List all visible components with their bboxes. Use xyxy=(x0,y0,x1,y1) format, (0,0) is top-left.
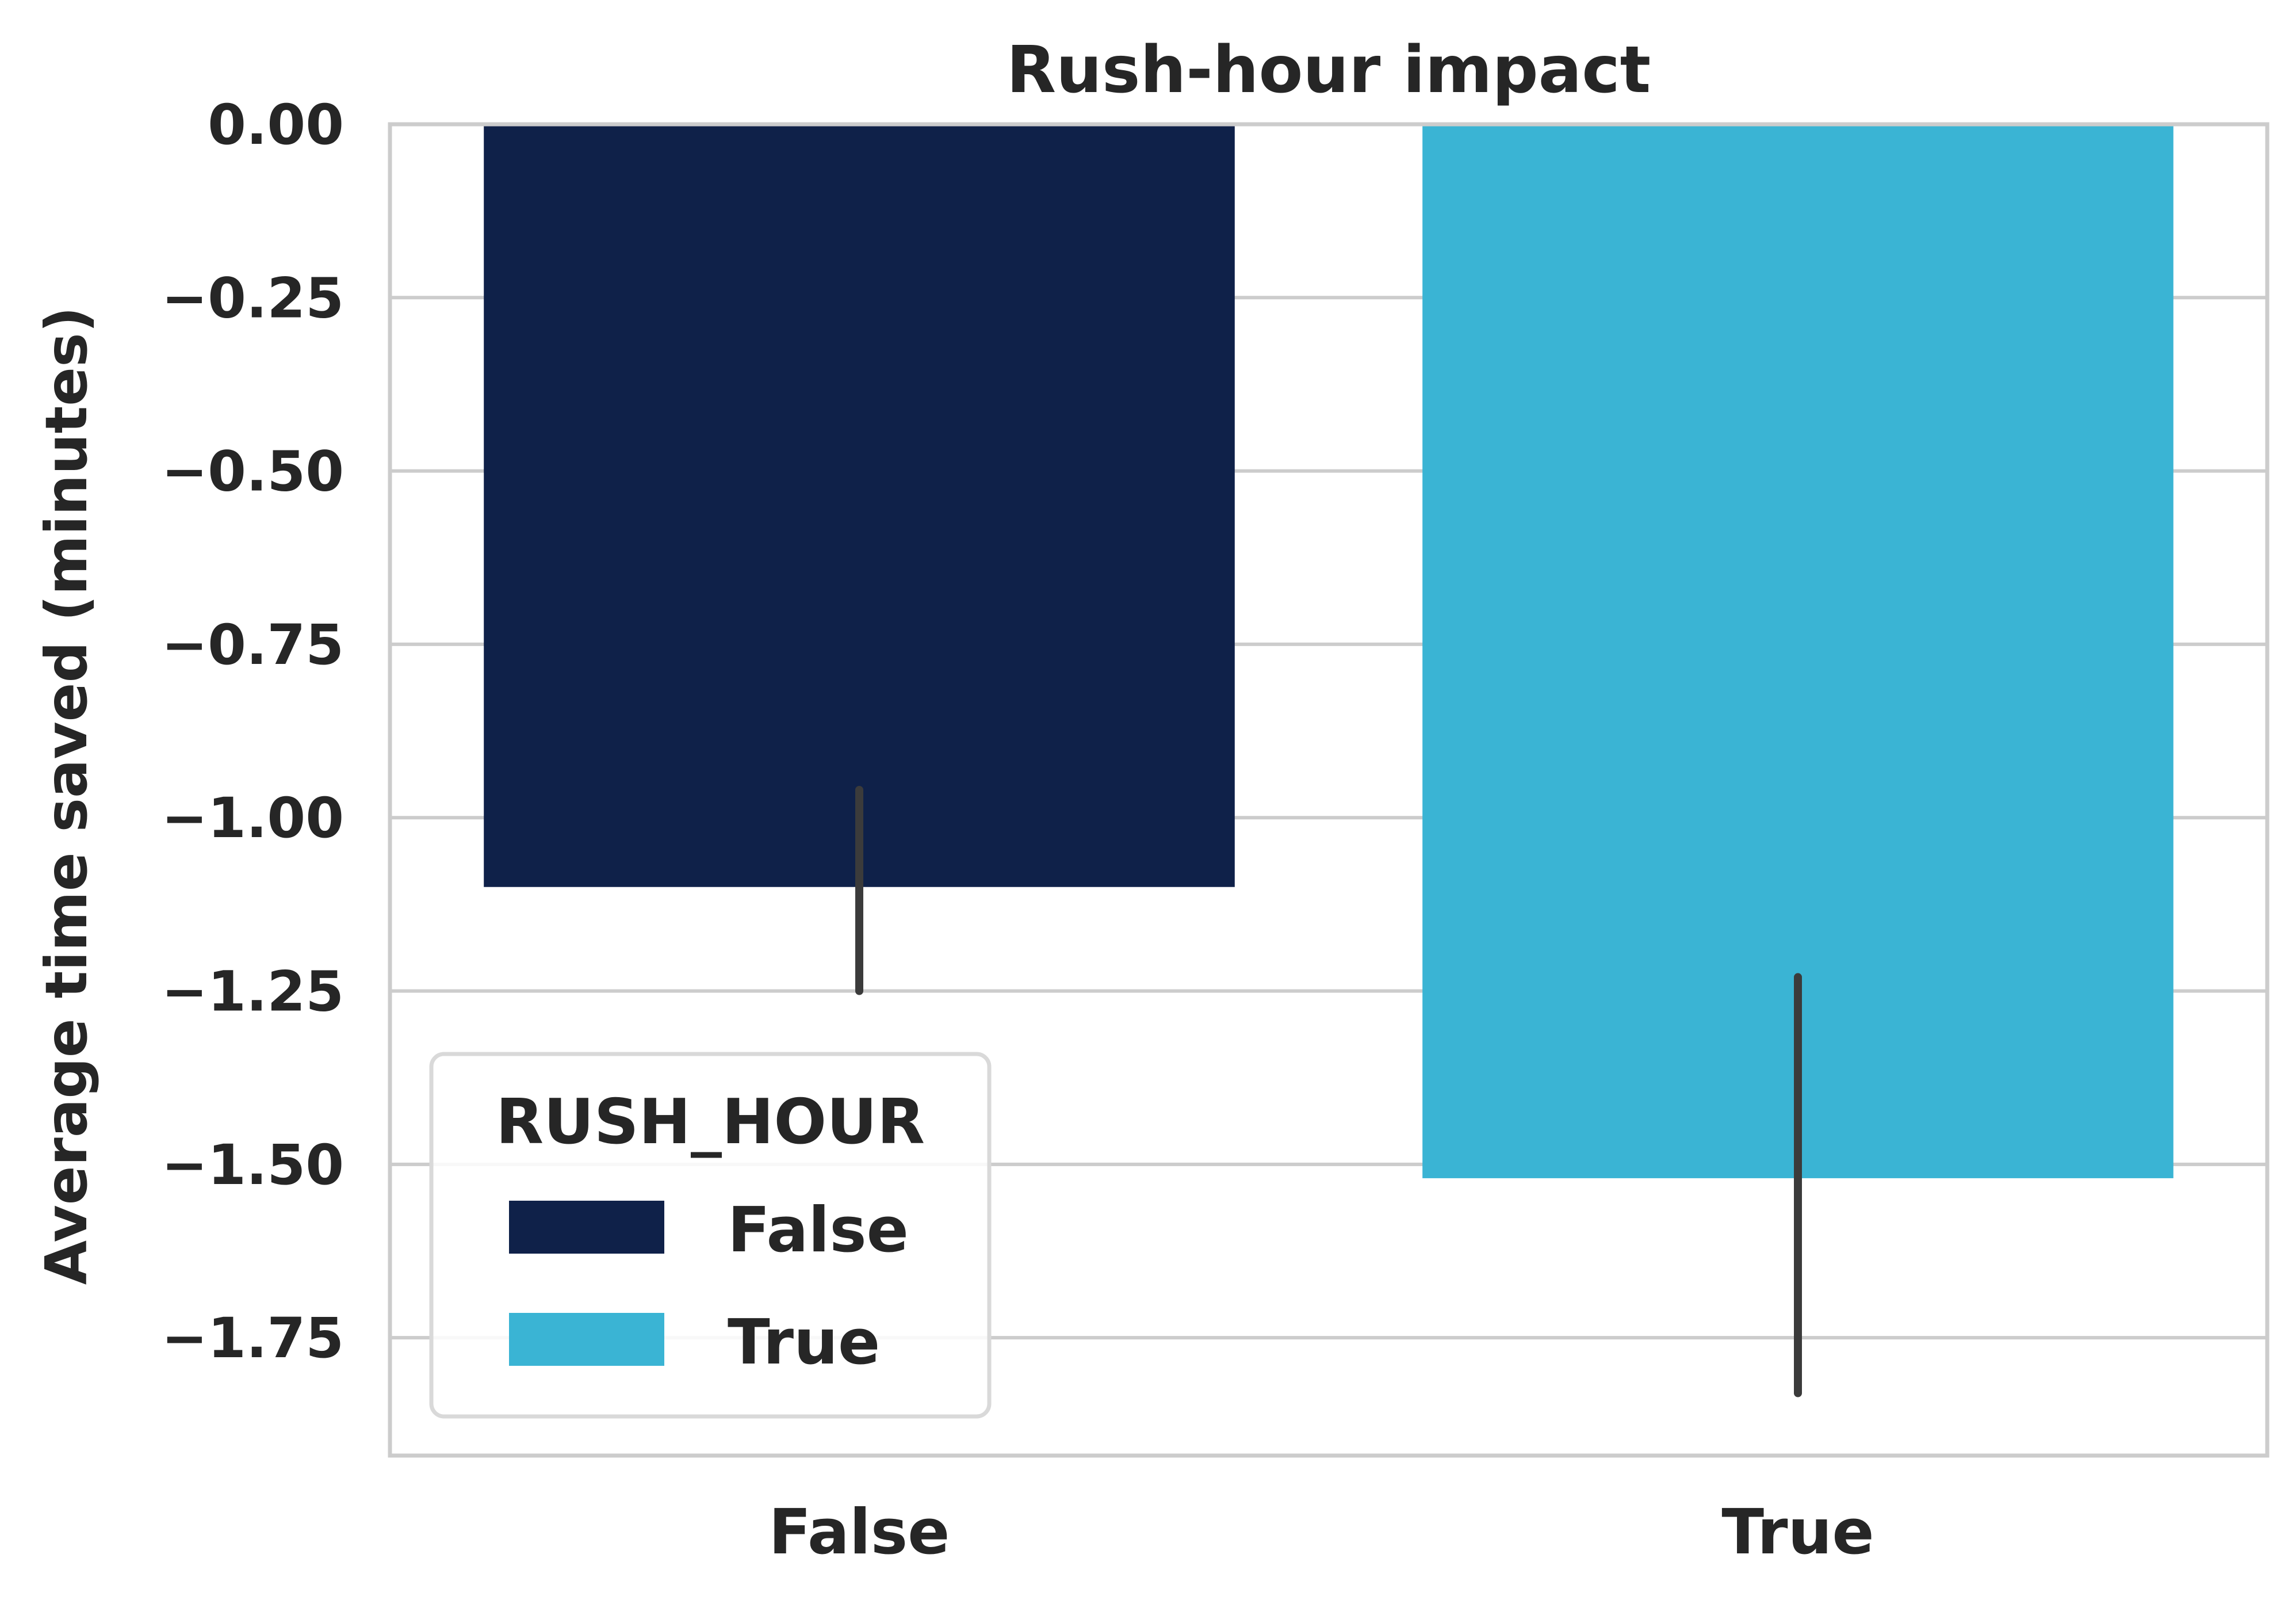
y-tick-label: −1.25 xyxy=(162,960,344,1024)
y-axis-ticks: 0.00 −0.25 −0.50 −0.75 −1.00 −1.25 −1.50 −1.75 xyxy=(162,93,344,1370)
legend: RUSH_HOUR False True xyxy=(429,1052,992,1419)
legend-title: RUSH_HOUR xyxy=(496,1086,925,1158)
legend-entries: False True xyxy=(509,1194,909,1378)
y-tick-label: −1.75 xyxy=(162,1306,344,1370)
legend-swatch-false xyxy=(509,1201,664,1254)
legend-label-false: False xyxy=(728,1194,909,1266)
plot-frame xyxy=(388,122,2270,1458)
y-tick-label: −1.50 xyxy=(162,1133,344,1197)
legend-label-true: True xyxy=(728,1307,880,1378)
x-tick-label: True xyxy=(1721,1496,1874,1568)
bars xyxy=(484,124,2173,1178)
legend-swatch-true xyxy=(509,1313,664,1366)
y-tick-label: −0.75 xyxy=(162,613,344,677)
chart-title: Rush-hour impact xyxy=(1007,33,1651,108)
error-bars xyxy=(855,786,1802,1397)
x-axis-ticks: False True xyxy=(769,1496,1874,1568)
y-tick-label: −0.25 xyxy=(162,266,344,330)
y-tick-label: −0.50 xyxy=(162,440,344,504)
bar-false xyxy=(484,124,1235,887)
y-tick-label: −1.00 xyxy=(162,786,344,850)
y-tick-label: 0.00 xyxy=(208,93,344,157)
x-tick-label: False xyxy=(769,1496,950,1568)
y-axis-label: Average time saved (minutes) xyxy=(33,307,100,1285)
